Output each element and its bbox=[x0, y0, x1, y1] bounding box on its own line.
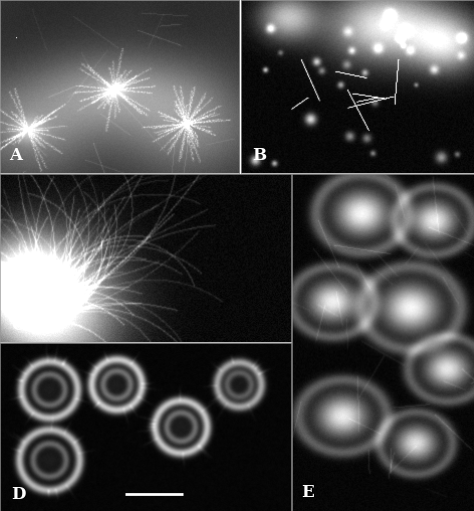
Text: C: C bbox=[12, 317, 25, 334]
Text: E: E bbox=[301, 484, 314, 501]
Text: B: B bbox=[253, 147, 266, 164]
Text: D: D bbox=[12, 485, 26, 503]
Text: A: A bbox=[9, 147, 23, 164]
